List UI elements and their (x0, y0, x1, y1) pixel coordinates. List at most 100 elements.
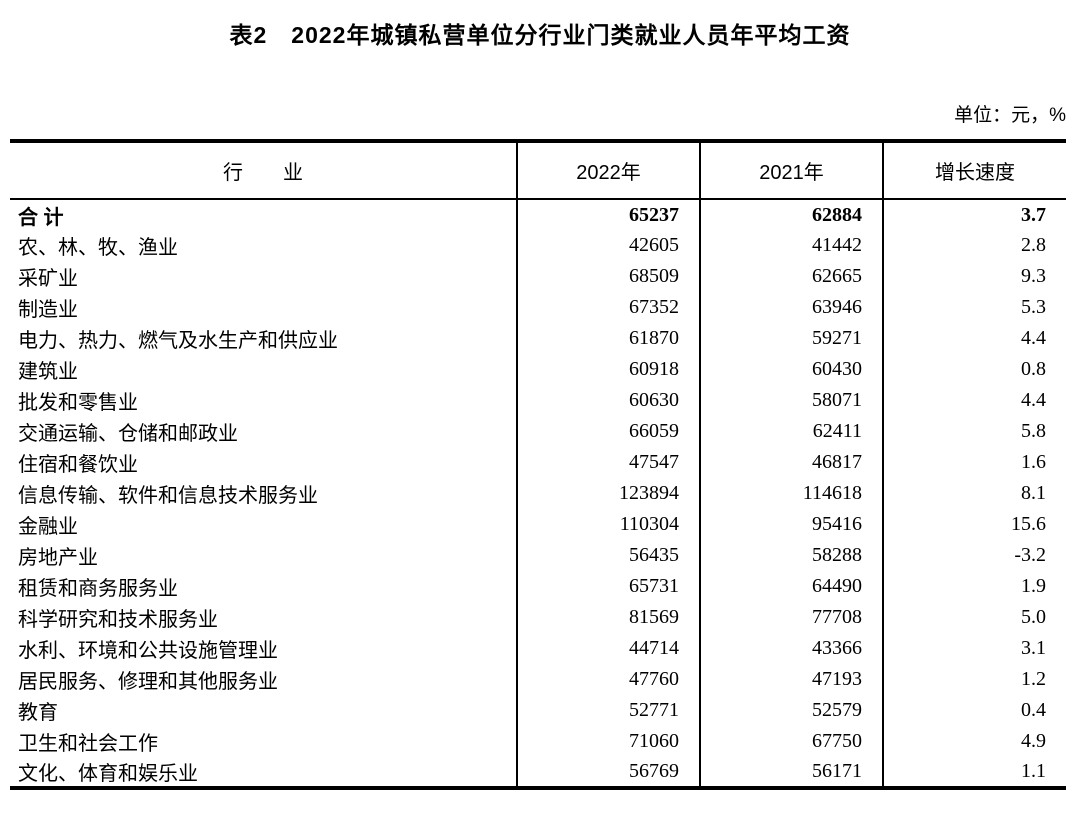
column-header-growth: 增长速度 (882, 141, 1066, 200)
growth-rate-cell: 0.8 (882, 354, 1066, 385)
wage-table: 行 业 2022年 2021年 增长速度 合 计 65237 62884 3.7 农、林… (10, 139, 1066, 790)
industry-cell: 卫生和社会工作 (18, 733, 158, 755)
column-header-2022: 2022年 (516, 141, 700, 200)
growth-rate-cell: 15.6 (882, 509, 1066, 540)
industry-cell: 电力、热力、燃气及水生产和供应业 (18, 330, 338, 352)
value-2022-cell: 66059 (516, 416, 700, 447)
industry-cell: 制造业 (18, 299, 78, 321)
industry-cell: 金融业 (18, 516, 78, 538)
value-2022-cell: 67352 (516, 292, 700, 323)
value-2022-cell: 68509 (516, 261, 700, 292)
table-row: 水利、环境和公共设施管理业 44714 43366 3.1 (10, 633, 1066, 664)
value-2021-cell: 52579 (699, 695, 883, 726)
table-header: 行 业 2022年 2021年 增长速度 (10, 141, 1066, 200)
growth-rate-cell: 3.1 (882, 633, 1066, 664)
value-2021-cell: 58288 (699, 540, 883, 571)
industry-cell: 建筑业 (18, 361, 78, 383)
industry-cell: 科学研究和技术服务业 (18, 609, 218, 631)
value-2021-cell: 95416 (699, 509, 883, 540)
value-2022-cell: 65237 (516, 199, 700, 230)
page-title: 表2 2022年城镇私营单位分行业门类就业人员年平均工资 (229, 22, 851, 48)
industry-cell: 教育 (18, 702, 58, 724)
value-2021-cell: 62884 (699, 199, 883, 230)
value-2022-cell: 56435 (516, 540, 700, 571)
table-row: 居民服务、修理和其他服务业 47760 47193 1.2 (10, 664, 1066, 695)
value-2022-cell: 71060 (516, 726, 700, 757)
value-2021-cell: 41442 (699, 230, 883, 261)
value-2021-cell: 63946 (699, 292, 883, 323)
value-2021-cell: 114618 (699, 478, 883, 509)
industry-cell: 住宿和餐饮业 (18, 454, 138, 476)
table-row: 住宿和餐饮业 47547 46817 1.6 (10, 447, 1066, 478)
value-2021-cell: 67750 (699, 726, 883, 757)
value-2021-cell: 47193 (699, 664, 883, 695)
table-row-total: 合 计 65237 62884 3.7 (10, 199, 1066, 230)
header-row: 行 业 2022年 2021年 增长速度 (10, 141, 1066, 200)
value-2021-cell: 59271 (699, 323, 883, 354)
value-2021-cell: 77708 (699, 602, 883, 633)
industry-cell: 合 计 (18, 206, 64, 229)
growth-rate-cell: 2.8 (882, 230, 1066, 261)
growth-rate-cell: 5.3 (882, 292, 1066, 323)
value-2022-cell: 52771 (516, 695, 700, 726)
value-2022-cell: 56769 (516, 757, 700, 788)
value-2022-cell: 65731 (516, 571, 700, 602)
industry-cell: 交通运输、仓储和邮政业 (18, 423, 238, 445)
value-2021-cell: 58071 (699, 385, 883, 416)
table-row: 教育 52771 52579 0.4 (10, 695, 1066, 726)
industry-cell: 批发和零售业 (18, 392, 138, 414)
column-header-2021: 2021年 (699, 141, 883, 200)
industry-cell: 房地产业 (18, 547, 98, 569)
growth-rate-cell: 9.3 (882, 261, 1066, 292)
value-2021-cell: 56171 (699, 757, 883, 788)
wage-table-container: 行 业 2022年 2021年 增长速度 合 计 65237 62884 3.7 农、林… (10, 139, 1066, 790)
growth-rate-cell: 1.2 (882, 664, 1066, 695)
value-2021-cell: 64490 (699, 571, 883, 602)
table-row: 租赁和商务服务业 65731 64490 1.9 (10, 571, 1066, 602)
value-2022-cell: 42605 (516, 230, 700, 261)
value-2022-cell: 44714 (516, 633, 700, 664)
industry-cell: 居民服务、修理和其他服务业 (18, 671, 278, 693)
growth-rate-cell: 8.1 (882, 478, 1066, 509)
table-row: 文化、体育和娱乐业 56769 56171 1.1 (10, 757, 1066, 788)
value-2021-cell: 46817 (699, 447, 883, 478)
value-2022-cell: 60630 (516, 385, 700, 416)
growth-rate-cell: 5.8 (882, 416, 1066, 447)
table-row: 农、林、牧、渔业 42605 41442 2.8 (10, 230, 1066, 261)
value-2022-cell: 110304 (516, 509, 700, 540)
industry-cell: 文化、体育和娱乐业 (18, 763, 198, 785)
growth-rate-cell: 0.4 (882, 695, 1066, 726)
growth-rate-cell: 4.4 (882, 385, 1066, 416)
growth-rate-cell: 3.7 (882, 199, 1066, 230)
growth-rate-cell: 4.4 (882, 323, 1066, 354)
table-row: 金融业 110304 95416 15.6 (10, 509, 1066, 540)
value-2022-cell: 47760 (516, 664, 700, 695)
industry-cell: 租赁和商务服务业 (18, 578, 178, 600)
table-row: 房地产业 56435 58288 -3.2 (10, 540, 1066, 571)
value-2021-cell: 60430 (699, 354, 883, 385)
value-2021-cell: 62411 (699, 416, 883, 447)
industry-cell: 水利、环境和公共设施管理业 (18, 640, 278, 662)
value-2021-cell: 43366 (699, 633, 883, 664)
table-row: 卫生和社会工作 71060 67750 4.9 (10, 726, 1066, 757)
growth-rate-cell: 1.6 (882, 447, 1066, 478)
value-2022-cell: 60918 (516, 354, 700, 385)
value-2022-cell: 47547 (516, 447, 700, 478)
table-body: 合 计 65237 62884 3.7 农、林、牧、渔业 42605 41442 2.8 采矿业… (10, 199, 1066, 788)
value-2021-cell: 62665 (699, 261, 883, 292)
value-2022-cell: 123894 (516, 478, 700, 509)
growth-rate-cell: 1.1 (882, 757, 1066, 788)
value-2022-cell: 61870 (516, 323, 700, 354)
table-row: 电力、热力、燃气及水生产和供应业 61870 59271 4.4 (10, 323, 1066, 354)
growth-rate-cell: 4.9 (882, 726, 1066, 757)
growth-rate-cell: 5.0 (882, 602, 1066, 633)
table-row: 批发和零售业 60630 58071 4.4 (10, 385, 1066, 416)
industry-cell: 农、林、牧、渔业 (18, 237, 178, 259)
industry-cell: 信息传输、软件和信息技术服务业 (18, 485, 318, 507)
growth-rate-cell: -3.2 (882, 540, 1066, 571)
table-row: 采矿业 68509 62665 9.3 (10, 261, 1066, 292)
table-row: 制造业 67352 63946 5.3 (10, 292, 1066, 323)
table-row: 建筑业 60918 60430 0.8 (10, 354, 1066, 385)
growth-rate-cell: 1.9 (882, 571, 1066, 602)
industry-cell: 采矿业 (18, 268, 78, 290)
